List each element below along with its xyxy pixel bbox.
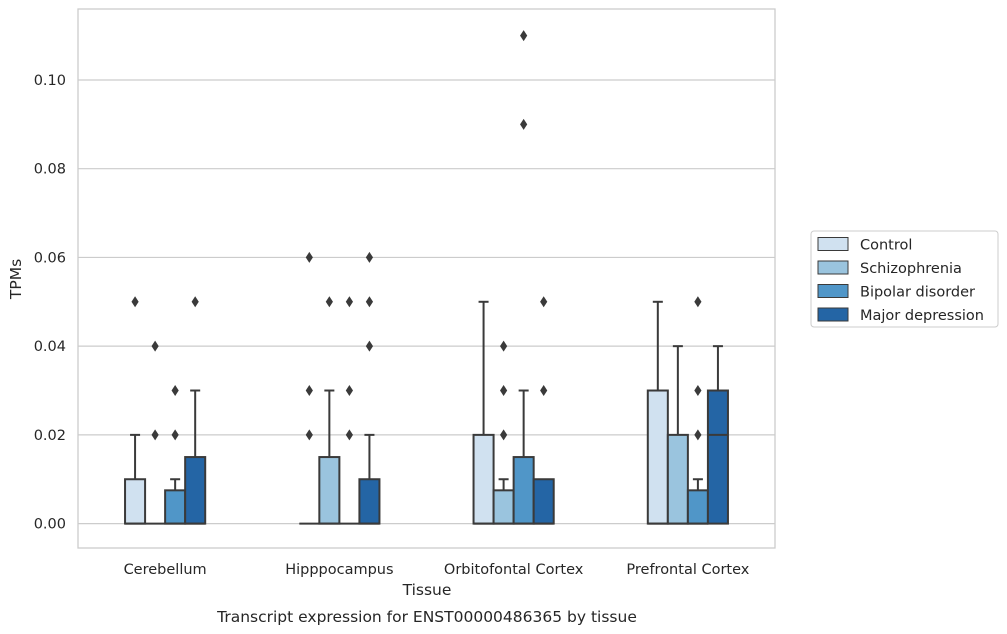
box xyxy=(184,296,207,525)
box-body xyxy=(492,489,515,525)
box xyxy=(299,251,320,525)
outlier-point xyxy=(520,30,528,42)
outlier-point xyxy=(540,296,548,308)
box-body xyxy=(184,456,207,525)
legend-frame xyxy=(810,230,999,328)
series-bipolar-disorder xyxy=(164,30,709,525)
box-body xyxy=(124,478,147,525)
y-tick-label: 0.08 xyxy=(34,162,66,178)
legend-entry-label: Bipolar disorder xyxy=(860,285,975,301)
box-body xyxy=(358,478,381,525)
outlier-point xyxy=(520,118,528,130)
legend-swatch xyxy=(817,237,849,251)
box-body xyxy=(666,433,689,525)
box-body xyxy=(706,389,729,525)
outlier-point xyxy=(500,429,508,441)
legend-entry-label: Control xyxy=(860,238,912,254)
box xyxy=(666,345,689,525)
outlier-point xyxy=(151,340,159,352)
outlier-point xyxy=(305,429,313,441)
outlier-point xyxy=(365,251,374,263)
outlier-point xyxy=(345,296,353,308)
box xyxy=(318,296,341,525)
legend-swatch xyxy=(817,307,849,322)
series-major-depression xyxy=(184,251,729,525)
outlier-point xyxy=(694,296,702,308)
x-tick-label: Orbitofontal Cortex xyxy=(444,562,584,578)
outlier-point xyxy=(500,340,508,352)
box xyxy=(492,340,515,525)
box-body xyxy=(164,489,187,525)
x-tick-label: Cerebellum xyxy=(124,562,207,578)
chart-title: Transcript expression for ENST0000048636… xyxy=(216,608,637,626)
x-tick-label: Prefrontal Cortex xyxy=(626,562,749,578)
x-tick-label: Hipppocampus xyxy=(285,562,393,578)
box xyxy=(512,30,535,525)
box-body xyxy=(318,456,341,525)
box xyxy=(145,340,166,525)
y-tick-label: 0.02 xyxy=(34,428,66,444)
outlier-point xyxy=(345,385,353,397)
y-tick-label: 0.10 xyxy=(34,73,66,89)
y-tick-label: 0.06 xyxy=(34,250,66,266)
box xyxy=(472,300,495,525)
box xyxy=(532,296,555,525)
box xyxy=(686,296,709,525)
box-series xyxy=(124,30,729,525)
box xyxy=(358,251,381,525)
y-tick-label: 0.04 xyxy=(34,339,66,355)
outlier-point xyxy=(345,429,353,441)
outlier-point xyxy=(171,385,179,397)
y-tick-label: 0.00 xyxy=(34,517,66,533)
box xyxy=(124,296,147,525)
outlier-point xyxy=(305,385,313,397)
box-body xyxy=(512,456,535,525)
box xyxy=(646,300,669,525)
legend-entry-label: Major depression xyxy=(860,308,984,324)
legend-entry-label: Schizophrenia xyxy=(860,261,962,277)
y-tick-labels: 0.00 0.02 0.04 0.06 0.08 0.10 xyxy=(34,73,66,533)
outlier-point xyxy=(171,429,179,441)
legend-swatch xyxy=(817,284,849,298)
plot-area-frame xyxy=(77,8,776,549)
box xyxy=(706,345,729,525)
series-schizophrenia xyxy=(145,296,689,525)
box-body xyxy=(646,389,669,525)
outlier-point xyxy=(540,385,548,397)
series-control xyxy=(124,251,669,525)
outlier-point xyxy=(365,296,374,308)
outlier-point xyxy=(694,429,702,441)
outlier-point xyxy=(500,385,508,397)
outlier-point xyxy=(694,385,702,397)
box-body xyxy=(472,433,495,525)
outlier-point xyxy=(325,296,333,308)
box-body xyxy=(532,478,555,525)
outlier-point xyxy=(191,296,199,308)
outlier-point xyxy=(151,429,159,441)
legend-swatch xyxy=(817,260,849,275)
outlier-point xyxy=(305,251,313,263)
box xyxy=(339,296,360,525)
box-body xyxy=(686,489,709,525)
outlier-point xyxy=(131,296,139,308)
outlier-point xyxy=(365,340,374,352)
x-axis-label: Tissue xyxy=(402,581,452,599)
box xyxy=(164,385,187,525)
x-tick-labels: Cerebellum Hipppocampus Orbitofontal Corte… xyxy=(124,562,750,578)
legend: Control Schizophrenia Bipolar disorder Majo… xyxy=(810,230,999,328)
y-axis-label: TPMs xyxy=(7,259,25,300)
